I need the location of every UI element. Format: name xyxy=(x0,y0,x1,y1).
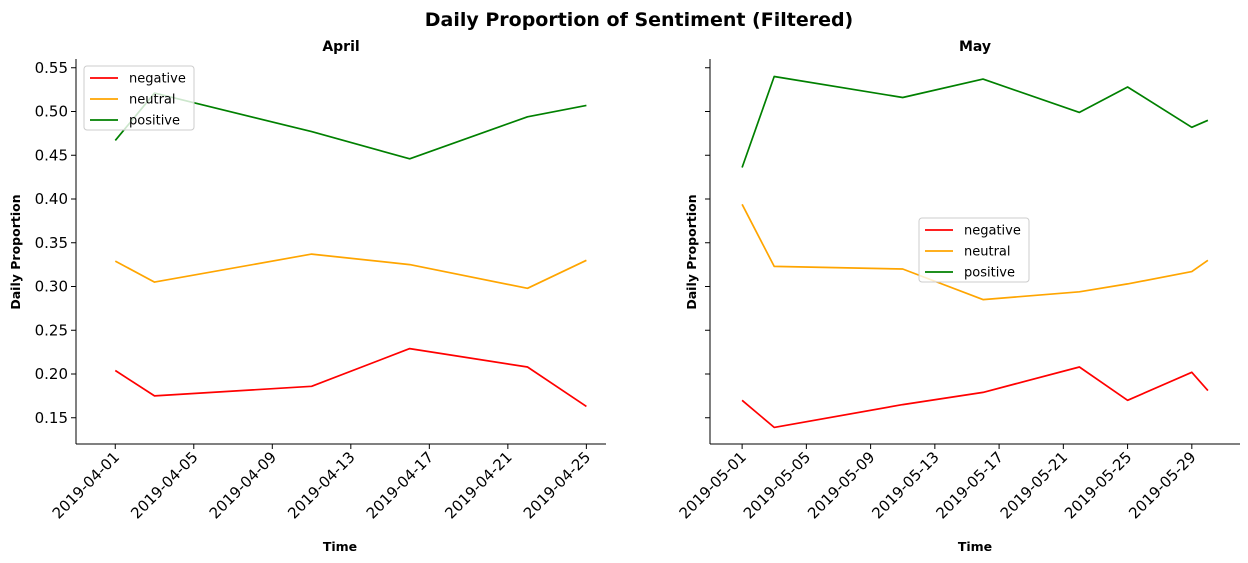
x-tick-label: 2019-05-13 xyxy=(868,448,942,522)
figure-title: Daily Proportion of Sentiment (Filtered) xyxy=(425,9,854,31)
panel-may: May2019-05-012019-05-052019-05-092019-05… xyxy=(676,39,1240,554)
x-tick-label: 2019-04-01 xyxy=(49,448,123,522)
legend-label-negative: negative xyxy=(129,72,186,87)
legend-label-neutral: neutral xyxy=(129,93,176,108)
legend: negative neutral positive xyxy=(918,217,1030,283)
panel-title: May xyxy=(959,39,991,55)
panel-april: April 0.15 0.20 0.25 0.30 0.35 0.40 0.45 0.50 0.5… xyxy=(8,39,606,554)
x-tick-label: 2019-04-25 xyxy=(520,448,594,522)
x-tick-label: 2019-05-05 xyxy=(740,448,814,522)
series-line-negative xyxy=(741,366,1209,429)
x-tick-label: 2019-05-09 xyxy=(804,448,878,522)
series-line-neutral xyxy=(741,203,1209,301)
x-tick-label: 2019-05-01 xyxy=(676,448,750,522)
y-tick-label: 0.25 xyxy=(35,321,68,339)
y-axis-label: Daily Proportion xyxy=(684,194,699,309)
x-tick-label: 2019-04-13 xyxy=(284,448,358,522)
x-tick-label: 2019-05-25 xyxy=(1061,448,1135,522)
x-tick-label: 2019-04-21 xyxy=(441,448,515,522)
series-line-positive xyxy=(741,75,1209,168)
x-tick-label: 2019-05-17 xyxy=(933,448,1007,522)
y-tick-label: 0.55 xyxy=(35,59,68,77)
x-tick-label: 2019-04-05 xyxy=(127,448,201,522)
y-tick-label: 0.50 xyxy=(35,103,68,121)
y-tick-label: 0.15 xyxy=(35,409,68,427)
y-tick-label: 0.30 xyxy=(35,278,68,296)
y-tick-label: 0.40 xyxy=(35,190,68,208)
x-axis-label: Time xyxy=(958,539,992,554)
x-tick-label: 2019-05-29 xyxy=(1125,448,1199,522)
series-line-negative xyxy=(114,347,587,408)
legend: negative neutral positive xyxy=(83,65,195,131)
x-tick-label: 2019-04-09 xyxy=(206,448,280,522)
legend-box xyxy=(83,65,195,131)
y-tick-label: 0.20 xyxy=(35,365,68,383)
x-tick-label: 2019-05-21 xyxy=(997,448,1071,522)
panel-title: April xyxy=(322,39,359,55)
legend-label-positive: positive xyxy=(964,266,1015,281)
x-axis-label: Time xyxy=(323,539,357,554)
x-tick-label: 2019-04-17 xyxy=(363,448,437,522)
y-axis-label: Daily Proportion xyxy=(8,194,23,309)
legend-label-neutral: neutral xyxy=(964,245,1011,260)
legend-label-positive: positive xyxy=(129,114,180,129)
y-tick-label: 0.45 xyxy=(35,146,68,164)
legend-box xyxy=(918,217,1030,283)
series-line-neutral xyxy=(114,253,587,290)
y-tick-label: 0.35 xyxy=(35,234,68,252)
legend-label-negative: negative xyxy=(964,224,1021,239)
